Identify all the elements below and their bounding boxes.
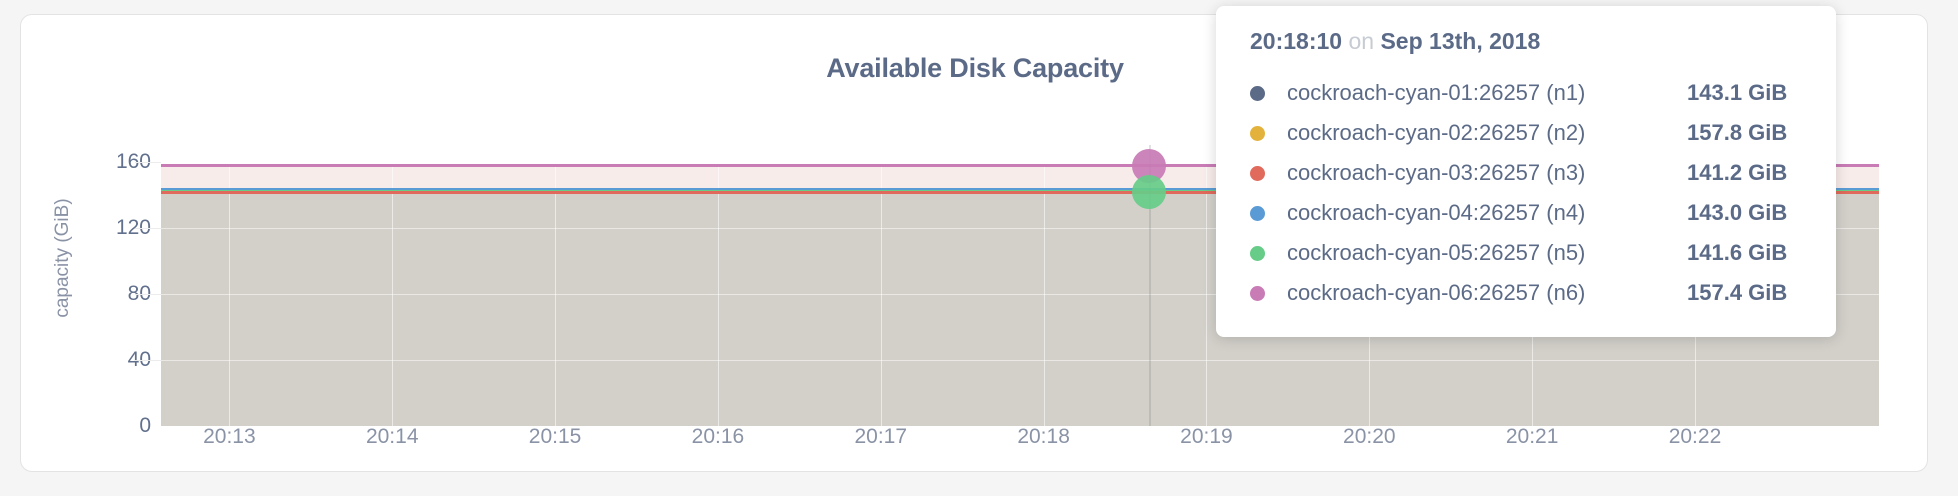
x-axis-tick-label: 20:17 xyxy=(854,425,908,448)
page-title: Available Disk Capacity xyxy=(826,53,1124,83)
y-tick-stub xyxy=(135,293,161,295)
x-axis-tick-label: 20:13 xyxy=(203,425,256,448)
horizontal-gridline xyxy=(161,227,1879,229)
hover-guideline xyxy=(1148,145,1151,426)
horizontal-gridline xyxy=(161,293,1879,295)
vertical-gridline xyxy=(1206,145,1208,426)
series-line xyxy=(161,191,1879,195)
tooltip-series-value: 141.6 GiB xyxy=(1687,240,1788,265)
tooltip-row: cockroach-cyan-03:26257 (n3) 141.2 GiB xyxy=(1250,153,1806,193)
y-axis-tick-label: 0 xyxy=(139,414,151,437)
tooltip-series-value: 157.8 GiB xyxy=(1687,120,1788,145)
tooltip-series-name: cockroach-cyan-05:26257 (n5) xyxy=(1287,240,1586,265)
series-color-dot-icon xyxy=(1250,285,1265,301)
tooltip-series-value: 143.1 GiB xyxy=(1687,80,1788,105)
tooltip-row: cockroach-cyan-06:26257 (n6) 157.4 GiB xyxy=(1250,273,1806,313)
y-axis-tick-label: 160 xyxy=(115,149,151,173)
hover-marker[interactable] xyxy=(1131,174,1166,209)
series-color-dot-icon xyxy=(1250,165,1265,181)
y-tick-stub xyxy=(135,161,161,163)
tooltip-series-name: cockroach-cyan-01:26257 (n1) xyxy=(1287,80,1586,105)
series-color-dot-icon xyxy=(1250,245,1265,261)
tooltip-date: Sep 13th, 2018 xyxy=(1380,28,1541,54)
tooltip-row: cockroach-cyan-01:26257 (n1) 143.1 GiB xyxy=(1250,73,1806,113)
x-axis-tick-label: 20:19 xyxy=(1180,425,1233,448)
vertical-gridline xyxy=(880,145,882,426)
vertical-gridline xyxy=(392,145,394,426)
tooltip-series-name: cockroach-cyan-03:26257 (n3) xyxy=(1287,160,1586,185)
y-axis-tick-label: 80 xyxy=(127,281,151,305)
tooltip-on-word: on xyxy=(1348,28,1375,54)
tooltip-timestamp: 20:18:10 on Sep 13th, 2018 xyxy=(1250,28,1806,55)
series-line xyxy=(161,188,1879,192)
vertical-gridline xyxy=(1043,145,1045,426)
vertical-gridline xyxy=(229,145,231,426)
x-axis-tick-label: 20:22 xyxy=(1668,425,1722,448)
y-axis-tick-label: 120 xyxy=(115,215,151,239)
x-axis-tick-label: 20:14 xyxy=(365,425,419,448)
series-color-dot-icon xyxy=(1250,125,1265,141)
x-axis-tick-label: 20:15 xyxy=(528,425,582,448)
horizontal-gridline xyxy=(161,359,1879,361)
x-axis-tick-label: 20:16 xyxy=(691,425,745,448)
tooltip-series-list: cockroach-cyan-01:26257 (n1) 143.1 GiB coc… xyxy=(1250,73,1806,313)
hover-tooltip: 20:18:10 on Sep 13th, 2018 cockroach-cya… xyxy=(1216,6,1836,337)
horizontal-gridline xyxy=(161,161,1879,163)
y-axis-ticks: 0 40 80 120 160 xyxy=(71,145,151,437)
y-tick-stub xyxy=(135,359,161,361)
tooltip-series-name: cockroach-cyan-02:26257 (n2) xyxy=(1287,120,1586,145)
vertical-gridline xyxy=(555,145,557,426)
tooltip-row: cockroach-cyan-05:26257 (n5) 141.6 GiB xyxy=(1250,233,1806,273)
tooltip-series-value: 143.0 GiB xyxy=(1687,200,1788,225)
tooltip-series-value: 157.4 GiB xyxy=(1687,280,1788,305)
tooltip-row: cockroach-cyan-02:26257 (n2) 157.8 GiB xyxy=(1250,113,1806,153)
x-axis-tick-label: 20:21 xyxy=(1505,425,1559,448)
tooltip-series-value: 141.2 GiB xyxy=(1687,160,1788,185)
series-color-dot-icon xyxy=(1250,85,1265,101)
x-axis-tick-label: 20:20 xyxy=(1343,425,1396,448)
tooltip-row: cockroach-cyan-04:26257 (n4) 143.0 GiB xyxy=(1250,193,1806,233)
y-tick-stub xyxy=(135,227,161,229)
tooltip-time: 20:18:10 xyxy=(1250,28,1343,54)
tooltip-series-name: cockroach-cyan-06:26257 (n6) xyxy=(1287,280,1586,305)
y-axis-tick-label: 40 xyxy=(127,347,151,371)
vertical-gridline xyxy=(717,145,719,426)
series-color-dot-icon xyxy=(1250,205,1265,221)
series-line xyxy=(161,164,1879,168)
x-axis-tick-label: 20:18 xyxy=(1017,425,1070,448)
tooltip-series-name: cockroach-cyan-04:26257 (n4) xyxy=(1287,200,1586,225)
